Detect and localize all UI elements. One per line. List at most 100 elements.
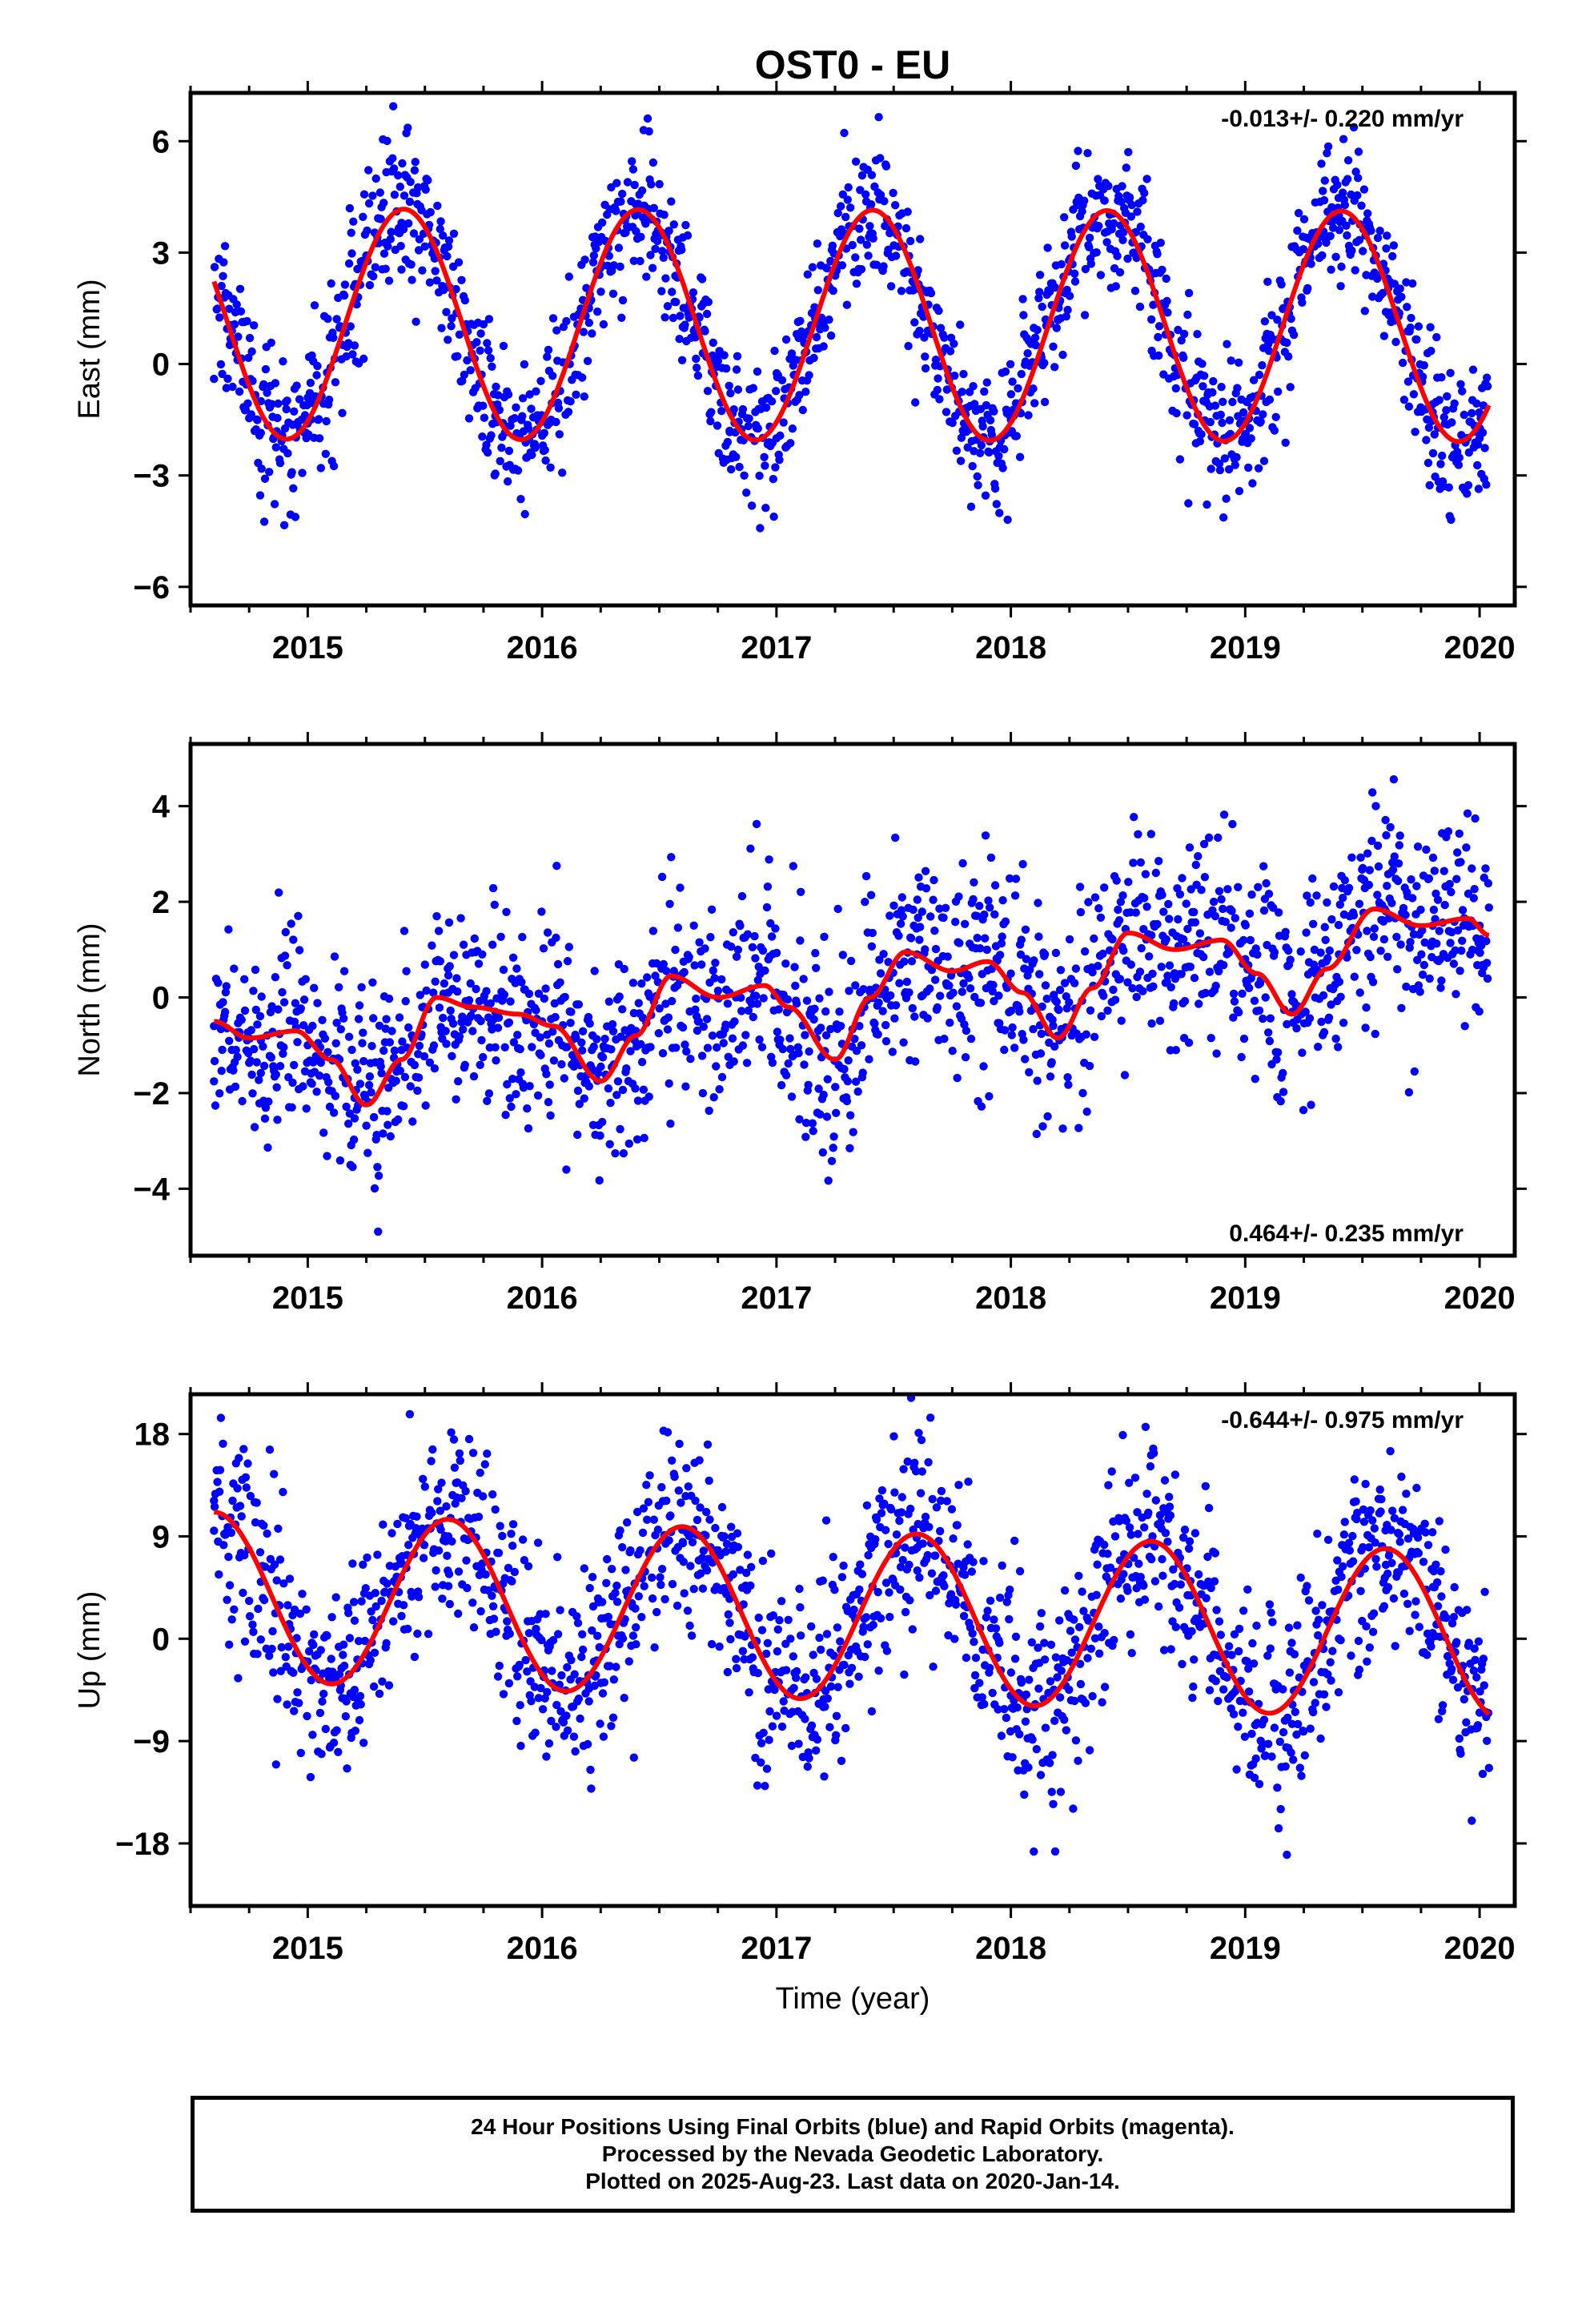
data-point xyxy=(1233,384,1242,392)
data-point xyxy=(773,1625,782,1634)
data-point xyxy=(961,919,970,929)
data-point xyxy=(720,1532,729,1541)
data-point xyxy=(1482,480,1491,489)
data-point xyxy=(737,891,747,901)
data-point xyxy=(1166,1645,1175,1654)
data-point xyxy=(955,939,964,947)
data-point xyxy=(371,174,380,183)
data-point xyxy=(375,1021,384,1031)
data-point xyxy=(229,1066,238,1075)
data-point xyxy=(1239,408,1248,417)
data-point xyxy=(231,1045,240,1055)
data-point xyxy=(598,1117,607,1127)
data-point xyxy=(219,998,227,1007)
data-point xyxy=(1183,924,1192,934)
data-point xyxy=(1319,1027,1329,1037)
data-point xyxy=(1123,254,1132,263)
data-point xyxy=(1323,142,1333,151)
data-point xyxy=(466,979,475,988)
data-point xyxy=(222,384,231,392)
data-point xyxy=(1003,515,1012,525)
data-point xyxy=(660,211,669,219)
data-point xyxy=(1363,209,1372,218)
data-point xyxy=(1323,1535,1333,1545)
data-point xyxy=(1362,1003,1371,1012)
data-point xyxy=(677,1379,685,1387)
data-point xyxy=(355,1691,365,1701)
data-point xyxy=(496,1522,504,1530)
data-point xyxy=(331,1593,340,1602)
data-point xyxy=(754,963,763,971)
data-point xyxy=(377,1069,386,1078)
data-point xyxy=(542,1070,551,1079)
data-point xyxy=(855,1022,864,1031)
data-point xyxy=(1474,485,1484,493)
data-point xyxy=(930,927,939,935)
data-point xyxy=(861,1652,869,1662)
data-point xyxy=(705,1106,713,1116)
data-point xyxy=(648,158,658,167)
data-point xyxy=(1430,866,1439,875)
data-point xyxy=(1340,876,1350,885)
data-point xyxy=(1343,231,1351,240)
data-point xyxy=(620,964,628,974)
data-point xyxy=(240,975,249,984)
data-point xyxy=(442,1039,451,1048)
data-point xyxy=(491,1505,500,1514)
data-point xyxy=(672,1043,681,1052)
data-point xyxy=(843,195,853,204)
data-point xyxy=(1095,1649,1104,1658)
data-point xyxy=(871,1535,880,1544)
data-point xyxy=(1293,226,1302,235)
data-point xyxy=(931,1551,940,1560)
data-point xyxy=(1216,410,1226,420)
data-point xyxy=(303,1711,311,1721)
data-point xyxy=(1379,935,1389,944)
data-point xyxy=(1052,997,1062,1007)
data-point xyxy=(698,1088,708,1098)
data-point xyxy=(1110,219,1118,228)
data-point xyxy=(1432,332,1441,342)
data-point xyxy=(1365,866,1375,875)
data-point xyxy=(1251,1754,1260,1763)
x-tick-label: 2019 xyxy=(1210,630,1281,665)
data-point xyxy=(1287,326,1297,335)
data-point xyxy=(1229,989,1239,999)
data-point xyxy=(1231,914,1240,923)
data-point xyxy=(1090,893,1100,902)
data-point xyxy=(1227,907,1236,915)
data-point xyxy=(406,1082,415,1091)
data-point xyxy=(1334,1585,1343,1594)
data-point xyxy=(990,484,1000,493)
data-point xyxy=(420,1051,429,1061)
data-point xyxy=(1335,900,1345,909)
data-point xyxy=(1331,252,1340,261)
data-point xyxy=(1323,954,1332,963)
data-point xyxy=(315,1708,325,1718)
data-point xyxy=(359,1056,368,1066)
data-point xyxy=(261,364,271,374)
data-point xyxy=(349,217,358,226)
data-point xyxy=(628,165,638,174)
data-point xyxy=(585,1019,594,1028)
data-point xyxy=(1314,1615,1323,1624)
data-point xyxy=(701,944,709,953)
data-point xyxy=(958,388,967,396)
data-point xyxy=(1056,1787,1066,1796)
data-point xyxy=(534,1694,544,1703)
data-point xyxy=(801,1132,810,1141)
data-point xyxy=(1393,876,1403,886)
data-point xyxy=(1319,187,1327,195)
data-point xyxy=(1349,911,1359,920)
data-point xyxy=(738,404,748,414)
data-point xyxy=(1287,990,1296,999)
data-point xyxy=(833,208,842,218)
data-point xyxy=(1136,223,1146,231)
data-point xyxy=(460,296,469,305)
data-point xyxy=(1343,175,1352,183)
data-point xyxy=(448,1019,458,1028)
data-point xyxy=(489,1614,499,1623)
data-point xyxy=(217,281,226,291)
data-point xyxy=(651,244,660,253)
data-point xyxy=(1449,959,1459,968)
